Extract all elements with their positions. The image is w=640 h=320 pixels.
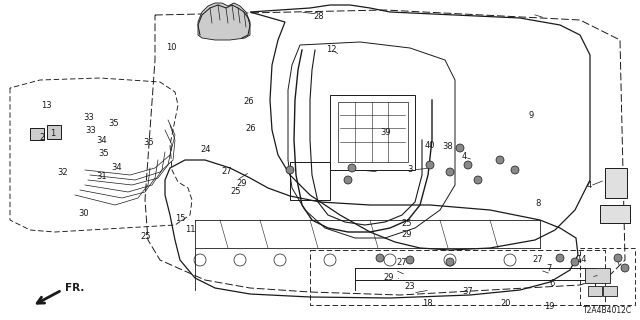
Text: 13: 13 xyxy=(41,101,51,110)
Text: 29: 29 xyxy=(237,179,247,188)
Text: 25: 25 xyxy=(141,232,151,241)
Text: 9: 9 xyxy=(529,111,534,120)
Bar xyxy=(588,286,602,296)
Circle shape xyxy=(556,254,564,262)
Bar xyxy=(603,286,617,296)
Text: 26: 26 xyxy=(243,97,253,106)
Circle shape xyxy=(344,176,352,184)
Bar xyxy=(600,205,630,223)
Circle shape xyxy=(406,256,414,264)
Text: 1: 1 xyxy=(50,129,55,138)
Text: 29: 29 xyxy=(402,230,412,239)
Circle shape xyxy=(496,156,504,164)
Text: 34: 34 xyxy=(96,136,106,145)
Text: 37: 37 xyxy=(462,287,472,296)
Text: 31: 31 xyxy=(96,172,106,181)
Text: 6: 6 xyxy=(549,279,554,288)
Circle shape xyxy=(456,144,464,152)
Circle shape xyxy=(446,258,454,266)
Text: 33: 33 xyxy=(86,126,96,135)
Text: 19: 19 xyxy=(544,302,554,311)
Text: 32: 32 xyxy=(58,168,68,177)
Text: 12: 12 xyxy=(326,45,337,54)
Text: 35: 35 xyxy=(109,119,119,128)
Text: 2: 2 xyxy=(39,133,44,142)
Text: 11: 11 xyxy=(186,225,196,234)
Bar xyxy=(585,268,610,283)
Text: 33: 33 xyxy=(83,113,93,122)
Text: 15: 15 xyxy=(175,214,186,223)
Bar xyxy=(47,125,61,139)
Text: 27: 27 xyxy=(397,258,407,267)
Text: 38: 38 xyxy=(443,142,453,151)
Bar xyxy=(30,128,44,140)
Text: 27: 27 xyxy=(532,255,543,264)
Text: 26: 26 xyxy=(246,124,256,133)
Circle shape xyxy=(511,166,519,174)
Circle shape xyxy=(474,176,482,184)
Circle shape xyxy=(376,254,384,262)
Text: 4: 4 xyxy=(461,152,467,161)
Text: 3: 3 xyxy=(407,165,412,174)
Circle shape xyxy=(571,258,579,266)
Text: 24: 24 xyxy=(201,145,211,154)
Text: 29: 29 xyxy=(384,273,394,282)
Text: 23: 23 xyxy=(404,282,415,291)
Circle shape xyxy=(614,254,622,262)
Text: 39: 39 xyxy=(380,128,390,137)
Circle shape xyxy=(621,264,629,272)
Circle shape xyxy=(426,161,434,169)
Text: 35: 35 xyxy=(99,149,109,158)
Text: 30: 30 xyxy=(78,209,88,218)
Bar xyxy=(338,102,408,162)
Text: 14: 14 xyxy=(576,255,586,264)
Text: FR.: FR. xyxy=(65,283,84,293)
Text: 18: 18 xyxy=(422,300,433,308)
Circle shape xyxy=(286,166,294,174)
Bar xyxy=(330,95,415,170)
Text: 34: 34 xyxy=(111,164,122,172)
Text: 10: 10 xyxy=(166,43,177,52)
Text: 7: 7 xyxy=(547,264,552,273)
Text: 28: 28 xyxy=(314,12,324,21)
Text: 8: 8 xyxy=(535,199,540,208)
Text: 40: 40 xyxy=(425,141,435,150)
Circle shape xyxy=(464,161,472,169)
Polygon shape xyxy=(198,3,250,40)
Text: 25: 25 xyxy=(230,187,241,196)
Text: 27: 27 xyxy=(222,167,232,176)
Bar xyxy=(605,168,627,198)
Circle shape xyxy=(446,168,454,176)
Text: 4: 4 xyxy=(586,181,591,190)
Circle shape xyxy=(348,164,356,172)
Text: 20: 20 xyxy=(500,300,511,308)
Text: 35: 35 xyxy=(143,138,154,147)
Text: 25: 25 xyxy=(402,220,412,228)
Text: T2A4B4012C: T2A4B4012C xyxy=(583,306,632,315)
